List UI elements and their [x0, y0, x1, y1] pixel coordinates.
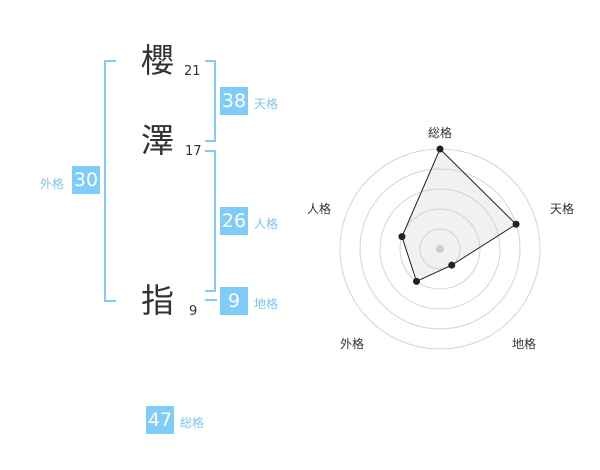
radar-center: [436, 245, 444, 253]
axis-label-jinkaku: 人格: [307, 202, 332, 216]
stroke-count-1: 21: [184, 64, 201, 79]
axis-label-gaikaku: 外格: [340, 337, 365, 351]
tenkaku-value: 38: [220, 87, 248, 115]
name-char-3: 指: [141, 281, 174, 320]
radar-ring: [399, 208, 481, 290]
gaikaku-value: 30: [72, 166, 100, 194]
gaikaku-label: 外格: [40, 177, 65, 191]
jinkaku-label: 人格: [254, 217, 279, 231]
axis-label-chikaku: 地格: [512, 337, 537, 351]
tenkaku-bracket: [205, 60, 216, 142]
name-char-1: 櫻: [141, 41, 174, 80]
axis-label-tenkaku: 天格: [550, 202, 575, 216]
radar-point-2: [448, 261, 456, 269]
jinkaku-value: 26: [220, 207, 248, 235]
radar-point-0: [436, 145, 444, 153]
stroke-count-3: 9: [189, 304, 198, 319]
axis-label-soukaku: 総格: [428, 126, 453, 140]
chikaku-connector: [205, 299, 217, 301]
soukaku-value: 47: [146, 406, 174, 434]
jinkaku-bracket: [205, 150, 216, 292]
radar-ring: [359, 168, 521, 330]
radar-point-3: [412, 277, 420, 285]
radar-ring: [419, 228, 461, 270]
chikaku-label: 地格: [254, 297, 279, 311]
radar-area: [401, 148, 517, 283]
soukaku-label: 総格: [180, 416, 205, 430]
radar-point-4: [398, 233, 406, 241]
gaikaku-bracket: [104, 60, 116, 302]
radar-point-1: [512, 220, 520, 228]
radar-ring: [379, 188, 501, 310]
name-char-2: 澤: [141, 121, 174, 160]
stroke-count-2: 17: [185, 144, 202, 159]
tenkaku-label: 天格: [254, 97, 279, 111]
chikaku-value: 9: [220, 287, 248, 315]
